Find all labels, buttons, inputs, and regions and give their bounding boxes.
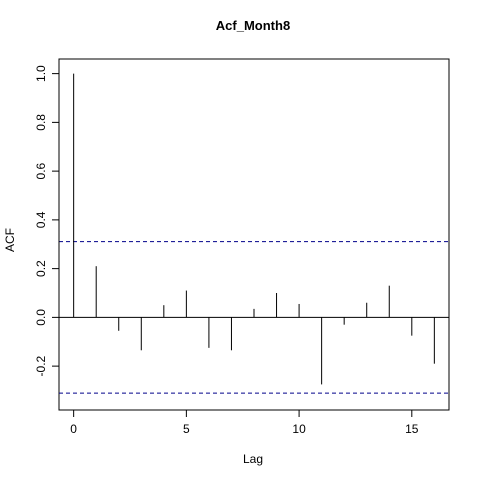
chart-title: Acf_Month8 (216, 18, 290, 33)
x-tick-label-15: 15 (405, 422, 419, 436)
x-tick-label-10: 10 (292, 422, 306, 436)
y-tick-label-6: 1.0 (34, 65, 48, 82)
y-tick-label-5: 0.8 (34, 114, 48, 131)
y-tick-label-3: 0.4 (34, 211, 48, 228)
y-axis-label: ACF (3, 228, 17, 252)
y-tick-label-1: 0.0 (34, 309, 48, 326)
x-axis-label: Lag (243, 452, 263, 466)
y-tick-label-2: 0.2 (34, 260, 48, 277)
x-tick-label-0: 0 (70, 422, 77, 436)
x-tick-label-5: 5 (183, 422, 190, 436)
y-tick-label-4: 0.6 (34, 162, 48, 179)
plot-area: 0 5 10 15 -0.2 0.0 0.2 0.4 0.6 0.8 1.0 (34, 58, 450, 436)
y-tick-label-0: -0.2 (34, 355, 48, 376)
